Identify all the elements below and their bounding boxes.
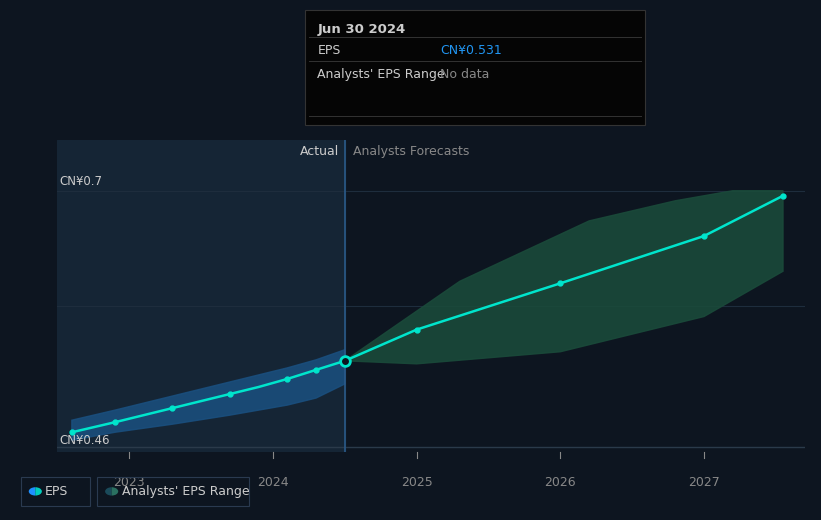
Text: CN¥0.531: CN¥0.531: [440, 44, 502, 57]
Text: Jun 30 2024: Jun 30 2024: [317, 23, 406, 36]
Text: EPS: EPS: [317, 44, 341, 57]
Text: Analysts Forecasts: Analysts Forecasts: [353, 146, 470, 159]
Text: Analysts' EPS Range: Analysts' EPS Range: [122, 485, 249, 498]
Text: Analysts' EPS Range: Analysts' EPS Range: [317, 68, 445, 81]
Text: Actual: Actual: [300, 146, 339, 159]
Text: 2027: 2027: [688, 476, 720, 489]
Text: EPS: EPS: [45, 485, 68, 498]
Text: 2023: 2023: [113, 476, 145, 489]
Text: No data: No data: [440, 68, 490, 81]
Text: 2026: 2026: [544, 476, 576, 489]
Text: 2025: 2025: [401, 476, 433, 489]
Text: 2024: 2024: [257, 476, 289, 489]
Polygon shape: [345, 191, 783, 364]
Text: CN¥0.46: CN¥0.46: [59, 434, 109, 447]
Text: CN¥0.7: CN¥0.7: [59, 175, 102, 188]
Polygon shape: [71, 350, 345, 440]
Bar: [57, 140, 345, 452]
